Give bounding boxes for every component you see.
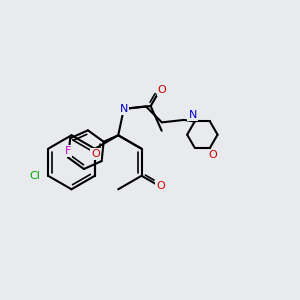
Text: O: O [208,150,217,160]
Text: O: O [156,181,165,190]
Text: Cl: Cl [29,171,40,181]
Text: N: N [120,104,128,114]
Text: O: O [91,149,100,159]
Text: F: F [65,146,71,156]
Text: N: N [189,110,197,120]
Text: O: O [158,85,167,95]
